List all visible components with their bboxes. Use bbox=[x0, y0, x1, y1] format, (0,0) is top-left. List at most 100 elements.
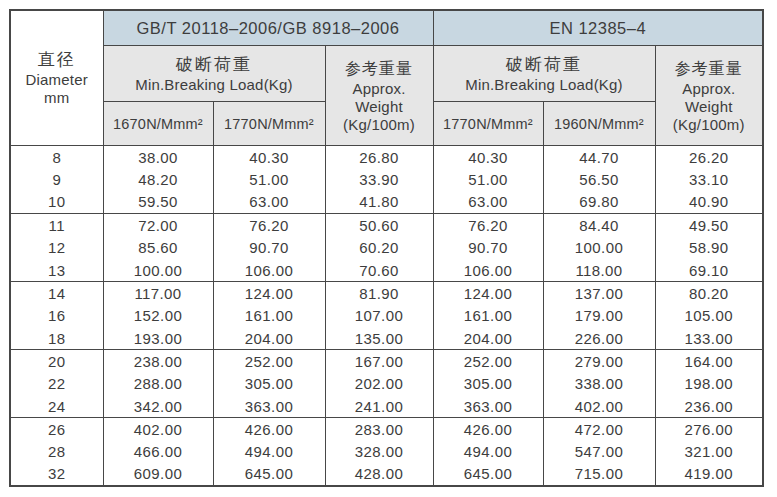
value-cell: 107.00 bbox=[325, 304, 433, 327]
value-cell: 472.00 bbox=[543, 418, 655, 441]
gb-weight-label-zh: 参考重量 bbox=[326, 58, 433, 80]
value-cell: 645.00 bbox=[213, 463, 325, 486]
value-cell: 106.00 bbox=[213, 259, 325, 282]
value-cell: 26.80 bbox=[325, 146, 433, 169]
value-cell: 106.00 bbox=[433, 259, 543, 282]
value-cell: 49.50 bbox=[655, 214, 763, 237]
value-cell: 426.00 bbox=[213, 418, 325, 441]
value-cell: 80.20 bbox=[655, 282, 763, 305]
en-standard-header: EN 12385–4 bbox=[433, 10, 763, 46]
value-cell: 241.00 bbox=[325, 395, 433, 418]
table-row: 948.2051.0033.9051.0056.5033.10 bbox=[10, 168, 763, 191]
value-cell: 419.00 bbox=[655, 463, 763, 486]
gb-weight-line1: Approx. bbox=[326, 80, 433, 98]
value-cell: 226.00 bbox=[543, 327, 655, 350]
value-cell: 58.90 bbox=[655, 236, 763, 259]
diameter-cell: 13 bbox=[10, 259, 103, 282]
value-cell: 161.00 bbox=[433, 304, 543, 327]
value-cell: 63.00 bbox=[433, 191, 543, 214]
value-cell: 137.00 bbox=[543, 282, 655, 305]
en-weight-label-zh: 参考重量 bbox=[656, 58, 763, 80]
value-cell: 167.00 bbox=[325, 350, 433, 373]
value-cell: 63.00 bbox=[213, 191, 325, 214]
diameter-cell: 32 bbox=[10, 463, 103, 486]
value-cell: 59.50 bbox=[103, 191, 213, 214]
diameter-cell: 9 bbox=[10, 168, 103, 191]
value-cell: 38.00 bbox=[103, 146, 213, 169]
value-cell: 179.00 bbox=[543, 304, 655, 327]
diameter-cell: 10 bbox=[10, 191, 103, 214]
value-cell: 69.10 bbox=[655, 259, 763, 282]
value-cell: 198.00 bbox=[655, 372, 763, 395]
table-row: 838.0040.3026.8040.3044.7026.20 bbox=[10, 146, 763, 169]
value-cell: 161.00 bbox=[213, 304, 325, 327]
value-cell: 90.70 bbox=[433, 236, 543, 259]
value-cell: 494.00 bbox=[433, 440, 543, 463]
page: 直径 Diameter mm GB/T 20118–2006/GB 8918–2… bbox=[0, 0, 777, 497]
en-grade-1770-header: 1770N/Mmm² bbox=[433, 102, 543, 146]
gb-weight-header: 参考重量 Approx. Weight (Kg/100m) bbox=[325, 46, 433, 146]
diameter-cell: 20 bbox=[10, 350, 103, 373]
value-cell: 305.00 bbox=[433, 372, 543, 395]
en-weight-line2: Weight bbox=[656, 98, 763, 116]
standard-row: 直径 Diameter mm GB/T 20118–2006/GB 8918–2… bbox=[10, 10, 763, 46]
value-cell: 40.90 bbox=[655, 191, 763, 214]
value-cell: 133.00 bbox=[655, 327, 763, 350]
value-cell: 202.00 bbox=[325, 372, 433, 395]
value-cell: 70.60 bbox=[325, 259, 433, 282]
table-row: 1172.0076.2050.6076.2084.4049.50 bbox=[10, 214, 763, 237]
value-cell: 76.20 bbox=[433, 214, 543, 237]
value-cell: 56.50 bbox=[543, 168, 655, 191]
gb-standard-header: GB/T 20118–2006/GB 8918–2006 bbox=[103, 10, 433, 46]
gb-breaking-label-zh: 破断荷重 bbox=[104, 54, 325, 76]
gb-grade-1670-header: 1670N/Mmm² bbox=[103, 102, 213, 146]
value-cell: 60.20 bbox=[325, 236, 433, 259]
diameter-cell: 24 bbox=[10, 395, 103, 418]
value-cell: 100.00 bbox=[543, 236, 655, 259]
value-cell: 124.00 bbox=[433, 282, 543, 305]
row-group: 1172.0076.2050.6076.2084.4049.501285.609… bbox=[10, 214, 763, 282]
value-cell: 33.10 bbox=[655, 168, 763, 191]
value-cell: 276.00 bbox=[655, 418, 763, 441]
table-row: 18193.00204.00135.00204.00226.00133.00 bbox=[10, 327, 763, 350]
value-cell: 50.60 bbox=[325, 214, 433, 237]
value-cell: 715.00 bbox=[543, 463, 655, 486]
en-breaking-label-zh: 破断荷重 bbox=[434, 54, 655, 76]
table-row: 32609.00645.00428.00645.00715.00419.00 bbox=[10, 463, 763, 486]
table-row: 24342.00363.00241.00363.00402.00236.00 bbox=[10, 395, 763, 418]
table-header: 直径 Diameter mm GB/T 20118–2006/GB 8918–2… bbox=[10, 10, 763, 146]
en-weight-header: 参考重量 Approx. Weight (Kg/100m) bbox=[655, 46, 763, 146]
value-cell: 328.00 bbox=[325, 440, 433, 463]
value-cell: 51.00 bbox=[213, 168, 325, 191]
value-cell: 40.30 bbox=[433, 146, 543, 169]
value-cell: 547.00 bbox=[543, 440, 655, 463]
value-cell: 48.20 bbox=[103, 168, 213, 191]
value-cell: 26.20 bbox=[655, 146, 763, 169]
table-row: 1285.6090.7060.2090.70100.0058.90 bbox=[10, 236, 763, 259]
spec-table: 直径 Diameter mm GB/T 20118–2006/GB 8918–2… bbox=[9, 9, 764, 487]
value-cell: 117.00 bbox=[103, 282, 213, 305]
value-cell: 124.00 bbox=[213, 282, 325, 305]
value-cell: 283.00 bbox=[325, 418, 433, 441]
value-cell: 645.00 bbox=[433, 463, 543, 486]
diameter-cell: 8 bbox=[10, 146, 103, 169]
en-grade-1960-header: 1960N/Mmm² bbox=[543, 102, 655, 146]
value-cell: 342.00 bbox=[103, 395, 213, 418]
table-row: 14117.00124.0081.90124.00137.0080.20 bbox=[10, 282, 763, 305]
breaking-load-row: 破断荷重 Min.Breaking Load(Kg) 参考重量 Approx. … bbox=[10, 46, 763, 102]
table-row: 16152.00161.00107.00161.00179.00105.00 bbox=[10, 304, 763, 327]
value-cell: 118.00 bbox=[543, 259, 655, 282]
value-cell: 193.00 bbox=[103, 327, 213, 350]
row-group: 14117.00124.0081.90124.00137.0080.201615… bbox=[10, 282, 763, 350]
diameter-cell: 22 bbox=[10, 372, 103, 395]
row-group: 20238.00252.00167.00252.00279.00164.0022… bbox=[10, 350, 763, 418]
table-row: 22288.00305.00202.00305.00338.00198.00 bbox=[10, 372, 763, 395]
value-cell: 204.00 bbox=[213, 327, 325, 350]
value-cell: 236.00 bbox=[655, 395, 763, 418]
value-cell: 402.00 bbox=[103, 418, 213, 441]
table-row: 26402.00426.00283.00426.00472.00276.00 bbox=[10, 418, 763, 441]
value-cell: 81.90 bbox=[325, 282, 433, 305]
value-cell: 428.00 bbox=[325, 463, 433, 486]
value-cell: 252.00 bbox=[433, 350, 543, 373]
value-cell: 252.00 bbox=[213, 350, 325, 373]
